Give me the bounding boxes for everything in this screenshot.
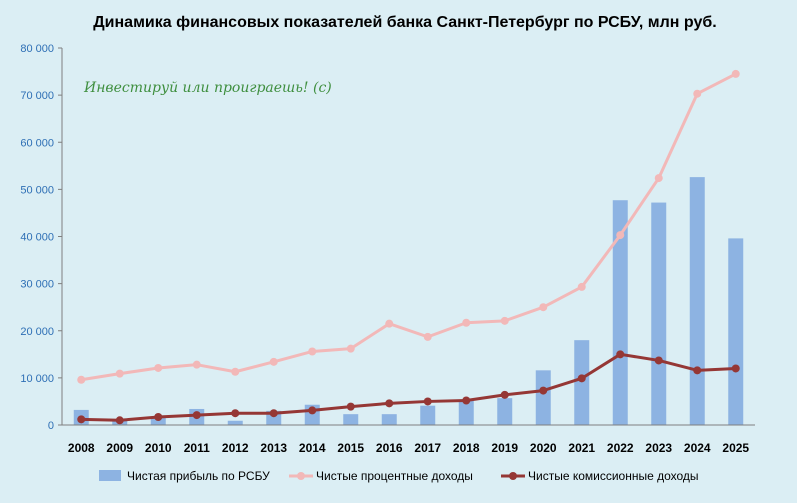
line-point bbox=[192, 360, 201, 369]
x-tick-label: 2025 bbox=[722, 441, 749, 455]
line-point bbox=[269, 409, 278, 418]
bar bbox=[497, 398, 513, 425]
y-tick-label: 10 000 bbox=[20, 373, 54, 385]
line-point bbox=[731, 364, 740, 373]
line-point bbox=[154, 363, 163, 372]
line-point bbox=[616, 350, 625, 359]
y-tick-label: 40 000 bbox=[20, 232, 54, 244]
y-tick-label: 80 000 bbox=[20, 43, 54, 55]
chart-title: Динамика финансовых показателей банка Са… bbox=[93, 14, 716, 31]
line-point bbox=[462, 318, 471, 327]
line-point bbox=[539, 303, 548, 312]
x-tick-label: 2016 bbox=[376, 441, 403, 455]
x-tick-label: 2019 bbox=[491, 441, 518, 455]
bar bbox=[651, 202, 667, 425]
line-point bbox=[423, 332, 432, 341]
x-tick-label: 2011 bbox=[184, 441, 210, 455]
line-point bbox=[346, 402, 355, 411]
x-tick-label: 2022 bbox=[607, 441, 634, 455]
x-tick-label: 2008 bbox=[68, 441, 95, 455]
line-point bbox=[77, 375, 86, 384]
x-tick-label: 2023 bbox=[645, 441, 672, 455]
line-point bbox=[231, 409, 240, 418]
bar bbox=[728, 238, 744, 425]
legend-label: Чистые процентные доходы bbox=[316, 469, 473, 483]
bar bbox=[227, 420, 243, 425]
line-point bbox=[500, 316, 509, 325]
line-point bbox=[616, 231, 625, 240]
series-line bbox=[81, 72, 737, 382]
line-point bbox=[385, 399, 394, 408]
line-point bbox=[731, 69, 740, 78]
line-point bbox=[654, 174, 663, 183]
bar bbox=[420, 405, 436, 425]
legend-label: Чистая прибыль по РСБУ bbox=[127, 469, 270, 483]
bar bbox=[612, 200, 628, 425]
legend-label: Чистые комиссионные доходы bbox=[528, 469, 699, 483]
legend-marker bbox=[509, 472, 517, 480]
legend-swatch bbox=[99, 470, 121, 481]
line-series bbox=[77, 69, 740, 425]
line-point bbox=[77, 415, 86, 424]
x-tick-label: 2010 bbox=[145, 441, 172, 455]
line-point bbox=[539, 386, 548, 395]
line-point bbox=[115, 416, 124, 425]
x-tick-label: 2012 bbox=[222, 441, 249, 455]
series-line bbox=[81, 352, 736, 422]
bar bbox=[343, 414, 359, 425]
line-point bbox=[385, 319, 394, 328]
x-tick-label: 2013 bbox=[260, 441, 287, 455]
y-tick-label: 60 000 bbox=[20, 137, 54, 149]
x-tick-label: 2017 bbox=[414, 441, 441, 455]
bar bbox=[458, 399, 474, 425]
x-tick-label: 2014 bbox=[299, 441, 326, 455]
y-tick-label: 50 000 bbox=[20, 184, 54, 196]
x-tick-label: 2020 bbox=[530, 441, 557, 455]
x-tick-label: 2009 bbox=[106, 441, 133, 455]
x-tick-label: 2018 bbox=[453, 441, 480, 455]
line-point bbox=[192, 411, 201, 420]
x-axis: 2008 2009 2010 2011 2012 2013 2014 2015 2016 2017… bbox=[62, 424, 755, 455]
line-point bbox=[115, 369, 124, 378]
x-tick-label: 2021 bbox=[568, 441, 595, 455]
bar bbox=[150, 417, 166, 425]
watermark-text: Инвестируй или проиграешь! (с) bbox=[83, 80, 332, 96]
line-point bbox=[462, 396, 471, 405]
line-point bbox=[154, 412, 163, 421]
y-axis: 0 10 000 20 000 30 000 40 000 50 000 60 000 70 … bbox=[20, 43, 63, 432]
y-tick-label: 20 000 bbox=[20, 326, 54, 338]
line-point bbox=[577, 282, 586, 291]
y-tick-label: 0 bbox=[48, 420, 54, 432]
line-point bbox=[693, 89, 702, 98]
legend-marker bbox=[297, 472, 305, 480]
bar bbox=[574, 340, 590, 425]
line-point bbox=[308, 406, 317, 415]
x-tick-label: 2024 bbox=[684, 441, 711, 455]
line-point bbox=[500, 390, 509, 399]
bar-series bbox=[73, 177, 744, 425]
bar bbox=[381, 414, 397, 425]
x-tick-label: 2015 bbox=[337, 441, 364, 455]
y-tick-label: 30 000 bbox=[20, 279, 54, 291]
line-point bbox=[231, 367, 240, 376]
line-point bbox=[654, 356, 663, 365]
y-tick-label: 70 000 bbox=[20, 90, 54, 102]
line-point bbox=[346, 344, 355, 353]
line-point bbox=[693, 366, 702, 375]
line-point bbox=[577, 374, 586, 383]
bar bbox=[689, 177, 705, 425]
line-point bbox=[269, 357, 278, 366]
bar bbox=[535, 370, 551, 425]
line-point bbox=[423, 397, 432, 406]
legend: Чистая прибыль по РСБУ Чистые процентные … bbox=[99, 469, 699, 483]
line-point bbox=[308, 347, 317, 356]
